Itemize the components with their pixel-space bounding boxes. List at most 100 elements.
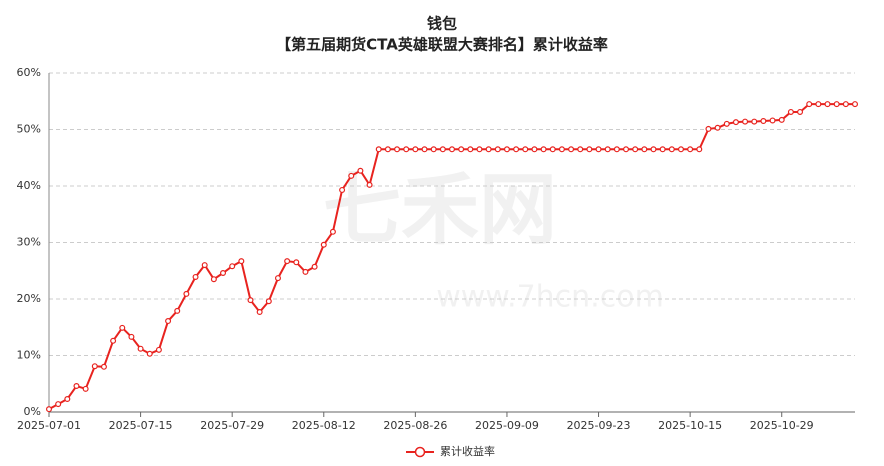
data-point [787, 108, 794, 115]
data-point [183, 290, 190, 297]
data-point [467, 146, 474, 153]
watermark-url: www.7hcn.com [436, 280, 664, 315]
data-point [485, 146, 492, 153]
y-tick-label: 30% [17, 236, 41, 249]
data-point [100, 363, 107, 370]
y-tick-label: 10% [17, 349, 41, 362]
data-point [366, 181, 373, 188]
data-point [540, 146, 547, 153]
x-tick-label: 2025-09-23 [567, 419, 631, 432]
data-point [558, 146, 565, 153]
data-point [284, 258, 291, 265]
data-point [82, 385, 89, 392]
data-point [760, 118, 767, 125]
data-point [476, 146, 483, 153]
data-point [192, 273, 199, 280]
data-point [714, 124, 721, 131]
data-point [613, 146, 620, 153]
x-tick-label: 2025-07-15 [109, 419, 173, 432]
data-point [549, 146, 556, 153]
y-tick-label: 50% [17, 123, 41, 136]
data-point [320, 241, 327, 248]
data-point [174, 307, 181, 314]
data-point [623, 146, 630, 153]
data-point [357, 167, 364, 174]
data-point [806, 101, 813, 108]
data-point [339, 186, 346, 193]
data-point [375, 146, 382, 153]
data-point [696, 146, 703, 153]
data-point [256, 308, 263, 315]
data-point [220, 270, 227, 277]
data-point [64, 396, 71, 403]
data-point [201, 262, 208, 269]
data-point [146, 350, 153, 357]
data-point [458, 146, 465, 153]
legend-marker [414, 446, 426, 458]
data-point [119, 324, 126, 331]
data-point [824, 101, 831, 108]
data-point [604, 146, 611, 153]
data-point [851, 101, 858, 108]
data-point [384, 146, 391, 153]
data-point [110, 337, 117, 344]
chart-subtitle: 【第五届期货CTA英雄联盟大赛排名】累计收益率 [276, 36, 608, 54]
data-point [311, 263, 318, 270]
data-point [394, 146, 401, 153]
data-point [439, 146, 446, 153]
data-point [641, 146, 648, 153]
watermark: 七禾网 [323, 165, 557, 255]
data-point [723, 120, 730, 127]
data-point [513, 146, 520, 153]
y-tick-label: 0% [24, 405, 41, 418]
data-point [45, 406, 52, 413]
data-point [577, 146, 584, 153]
data-point [503, 146, 510, 153]
data-point [568, 146, 575, 153]
data-point [412, 146, 419, 153]
y-tick-label: 20% [17, 292, 41, 305]
data-point [687, 146, 694, 153]
data-point [732, 119, 739, 126]
legend-label: 累计收益率 [440, 444, 495, 458]
data-point [91, 363, 98, 370]
data-point [595, 146, 602, 153]
data-point [778, 116, 785, 123]
x-tick-label: 2025-07-01 [17, 419, 81, 432]
data-point [751, 118, 758, 125]
data-point [449, 146, 456, 153]
data-point [210, 276, 217, 283]
data-point [128, 333, 135, 340]
data-point [421, 146, 428, 153]
data-point [229, 263, 236, 270]
x-tick-label: 2025-10-29 [750, 419, 814, 432]
data-point [302, 268, 309, 275]
data-point [165, 318, 172, 325]
y-tick-label: 60% [17, 66, 41, 79]
data-point [833, 101, 840, 108]
data-point [797, 108, 804, 115]
x-tick-label: 2025-07-29 [200, 419, 264, 432]
x-tick-label: 2025-08-26 [383, 419, 447, 432]
y-tick-label: 40% [17, 179, 41, 192]
data-point [742, 118, 749, 125]
data-point [705, 125, 712, 132]
data-point [586, 146, 593, 153]
data-point [842, 101, 849, 108]
data-point [769, 117, 776, 124]
data-point [494, 146, 501, 153]
data-point [55, 401, 62, 408]
x-tick-label: 2025-10-15 [658, 419, 722, 432]
data-point [247, 297, 254, 304]
x-tick-label: 2025-08-12 [292, 419, 356, 432]
data-point [659, 146, 666, 153]
data-point [293, 259, 300, 266]
data-point [403, 146, 410, 153]
data-point [329, 228, 336, 235]
data-point [522, 146, 529, 153]
data-point [265, 298, 272, 305]
data-point [632, 146, 639, 153]
data-point [348, 172, 355, 179]
data-point [531, 146, 538, 153]
